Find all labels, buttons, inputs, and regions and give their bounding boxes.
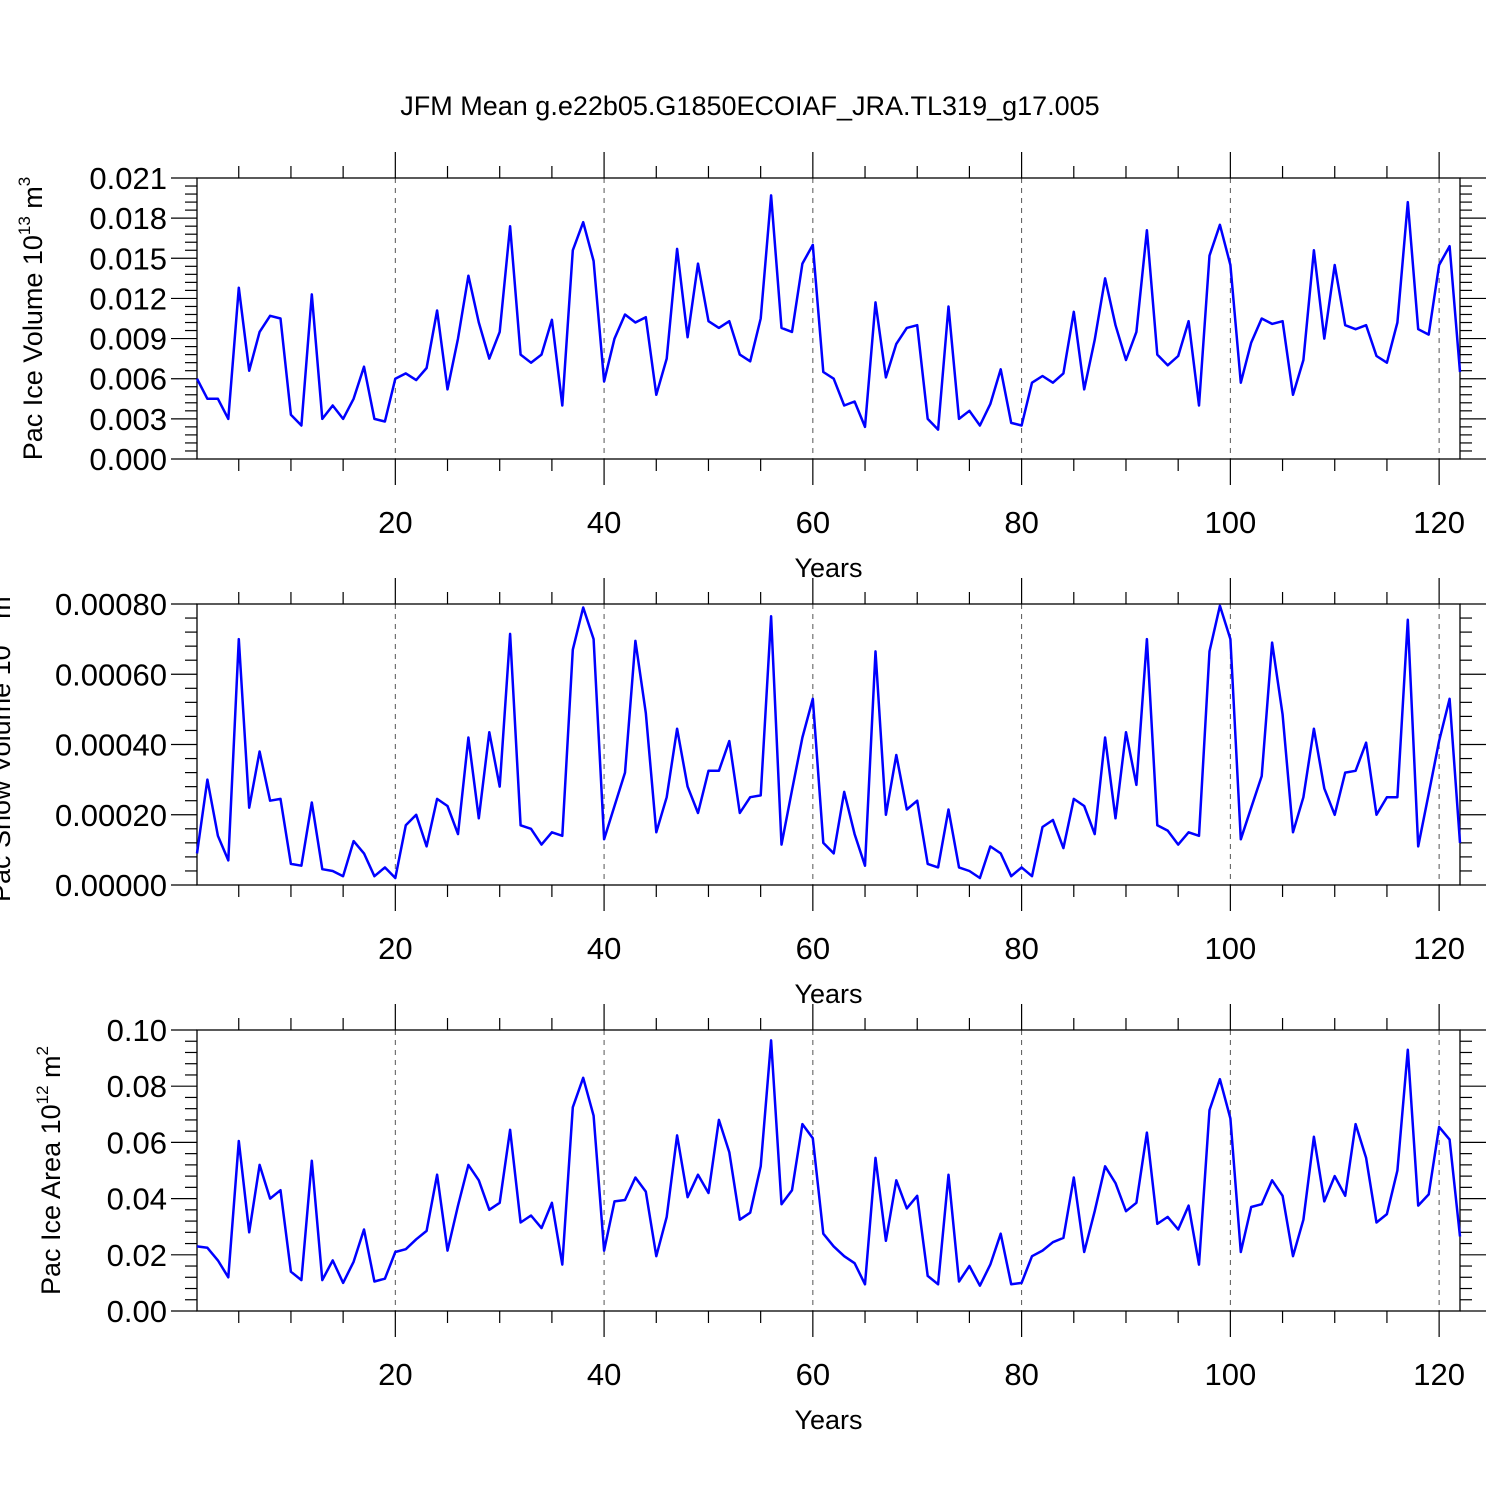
y-axis-title-superscript: 12 [33, 1085, 52, 1104]
y-tick-label: 0.08 [107, 1069, 167, 1104]
y-tick-label: 0.003 [89, 402, 167, 437]
x-tick-label: 60 [796, 505, 830, 540]
y-axis-title: Pac Snow Volume 1013 m3 [0, 587, 16, 902]
y-tick-label: 0.04 [107, 1182, 167, 1217]
y-tick-label: 0.10 [107, 1013, 167, 1048]
y-tick-label: 0.015 [89, 241, 167, 276]
x-tick-label: 20 [378, 931, 412, 966]
x-tick-label: 20 [378, 505, 412, 540]
plot-frame [196, 177, 1461, 460]
y-axis-title-text: Pac Snow Volume 10 [0, 645, 16, 902]
y-tick-label: 0.00080 [55, 587, 167, 622]
y-axis-title-superscript: 3 [15, 177, 34, 186]
x-tick-label: 40 [587, 1357, 621, 1392]
x-tick-label: 60 [796, 931, 830, 966]
panel-2: 20 40 60 80 100 120 0.00000 0.00020 0.00040 0.000… [0, 578, 1486, 1009]
y-tick-label: 0.009 [89, 322, 167, 357]
x-tick-label: 120 [1413, 1357, 1465, 1392]
y-tick-label: 0.006 [89, 362, 167, 397]
y-tick-label: 0.00 [107, 1294, 167, 1329]
x-tick-label: 40 [587, 931, 621, 966]
y-axis-title-text: m [36, 1055, 66, 1085]
y-axis-title-text: Pac Ice Volume 10 [18, 235, 48, 460]
y-tick-label: 0.00020 [55, 798, 167, 833]
x-tick-label: 80 [1004, 931, 1038, 966]
y-tick-label: 0.00060 [55, 657, 167, 692]
x-tick-label: 100 [1204, 931, 1256, 966]
panel-1: 20 40 60 80 100 120 0.000 0.003 0.006 0.009 0.012 0… [15, 152, 1486, 583]
x-tick-label: 100 [1204, 505, 1256, 540]
y-axis-title-superscript: 3 [0, 587, 2, 596]
x-tick-label: 20 [378, 1357, 412, 1392]
y-axis-title-superscript: 13 [15, 216, 34, 235]
x-axis-title: Years [794, 553, 862, 583]
panel-3: 20 40 60 80 100 120 0.00 0.02 0.04 0.06 0.08 0.10 Ye… [33, 1004, 1486, 1435]
y-axis-title-text: Pac Ice Area 10 [36, 1104, 66, 1295]
y-tick-label: 0.018 [89, 201, 167, 236]
x-tick-label: 80 [1004, 1357, 1038, 1392]
y-axis-title: Pac Ice Volume 1013 m3 [15, 177, 48, 461]
y-tick-label: 0.00040 [55, 728, 167, 763]
x-tick-label: 120 [1413, 505, 1465, 540]
y-tick-label: 0.012 [89, 281, 167, 316]
y-tick-label: 0.02 [107, 1238, 167, 1273]
x-tick-label: 80 [1004, 505, 1038, 540]
plot-frame [196, 1029, 1461, 1312]
y-axis-title-superscript: 2 [33, 1046, 52, 1055]
x-axis-title: Years [794, 979, 862, 1009]
figure-title: JFM Mean g.e22b05.G1850ECOIAF_JRA.TL319_… [400, 91, 1099, 121]
y-tick-label: 0.06 [107, 1125, 167, 1160]
x-tick-label: 100 [1204, 1357, 1256, 1392]
y-tick-label: 0.000 [89, 442, 167, 477]
x-tick-label: 120 [1413, 931, 1465, 966]
y-axis-title-text: m [18, 186, 48, 216]
series-line [195, 604, 1462, 880]
plot-frame [196, 603, 1461, 886]
y-axis-title: Pac Ice Area 1012 m2 [33, 1046, 66, 1295]
series-line [195, 194, 1462, 431]
x-tick-label: 40 [587, 505, 621, 540]
y-tick-label: 0.021 [89, 161, 167, 196]
y-tick-label: 0.00000 [55, 868, 167, 903]
y-axis-title-superscript: 13 [0, 626, 2, 645]
x-tick-label: 60 [796, 1357, 830, 1392]
y-axis-title-text: m [0, 596, 16, 626]
x-axis-title: Years [794, 1405, 862, 1435]
series-line [196, 1039, 1462, 1287]
